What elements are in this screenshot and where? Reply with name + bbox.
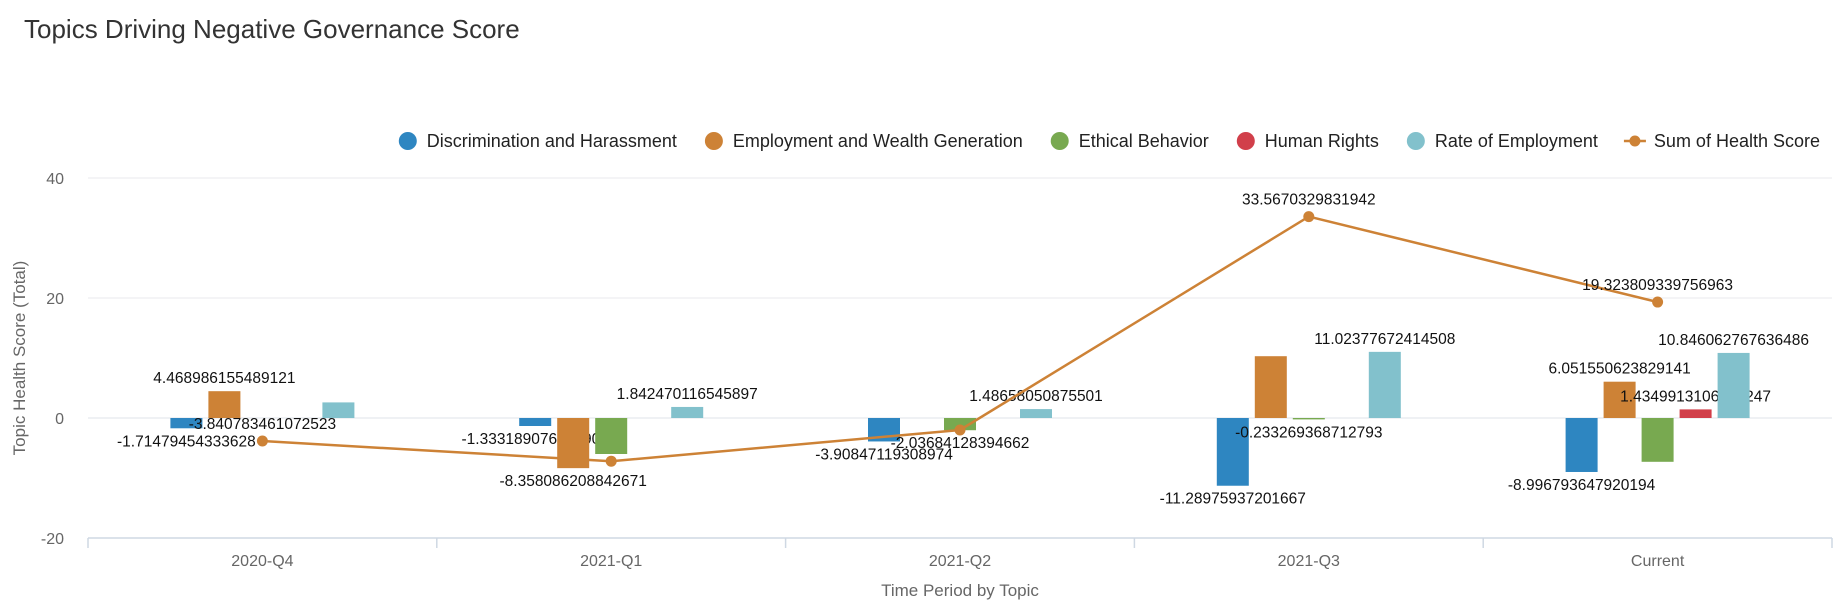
legend-item[interactable]: Discrimination and Harassment	[398, 131, 677, 151]
bar	[1565, 418, 1598, 472]
x-tick-label: 2021-Q3	[1278, 553, 1340, 570]
legend-marker-icon	[704, 132, 723, 150]
bar	[1717, 352, 1750, 418]
legend-label: Sum of Health Score	[1654, 131, 1820, 151]
x-tick-label: 2021-Q2	[929, 553, 991, 570]
legend-marker-icon	[1629, 135, 1641, 147]
data-label: 11.02377672414508	[1314, 331, 1455, 348]
bar	[1641, 418, 1674, 462]
line-point	[256, 435, 268, 447]
legend-label: Discrimination and Harassment	[427, 131, 677, 151]
legend-label: Human Rights	[1265, 131, 1379, 151]
data-label: -2.03684128394662	[891, 435, 1030, 452]
bar	[1216, 418, 1249, 486]
bar	[1020, 409, 1052, 418]
data-label: -3.90847119308974	[815, 446, 953, 463]
y-tick-label: 0	[55, 411, 64, 428]
data-label: -3.840783461072523	[189, 416, 336, 433]
data-label: -0.233269368712793	[1235, 424, 1382, 441]
bar	[170, 418, 203, 429]
x-tick-label: 2020-Q4	[231, 553, 293, 570]
bar	[1603, 381, 1636, 418]
x-tick-label: Current	[1631, 553, 1685, 570]
bar	[671, 406, 704, 418]
legend-label: Employment and Wealth Generation	[733, 131, 1023, 151]
bar	[1292, 418, 1325, 420]
bar	[208, 391, 241, 418]
bar	[1368, 351, 1401, 418]
bar	[322, 402, 355, 418]
data-label: -11.28975937201667	[1160, 491, 1306, 508]
data-label: -8.996793647920194	[1508, 477, 1656, 494]
line-point	[954, 424, 966, 436]
bar	[1679, 409, 1712, 418]
data-label: 19.323809339756963	[1582, 277, 1733, 294]
bar	[519, 418, 552, 426]
data-label: -1.71479454333628	[117, 433, 256, 450]
y-axis-label: Topic Health Score (Total)	[10, 261, 29, 456]
data-label: 1.842470116545897	[617, 386, 758, 403]
bar	[1254, 356, 1287, 418]
data-label: 4.468986155489121	[153, 370, 295, 387]
legend-item[interactable]: Employment and Wealth Generation	[704, 131, 1023, 151]
data-label: 1.48658050875501	[969, 388, 1103, 405]
data-label: 10.846062767636486	[1658, 332, 1809, 349]
bar	[595, 418, 628, 454]
legend-marker-icon	[1236, 132, 1255, 150]
data-label: 6.051550623829141	[1548, 361, 1690, 378]
data-label: 33.5670329831942	[1242, 192, 1376, 209]
legend-item[interactable]: Sum of Health Score	[1623, 131, 1820, 151]
x-axis-label: Time Period by Topic	[881, 581, 1039, 600]
y-tick-label: -20	[41, 531, 64, 548]
legend-item[interactable]: Human Rights	[1236, 131, 1379, 151]
legend-marker-icon	[1406, 132, 1425, 150]
legend-item[interactable]: Ethical Behavior	[1050, 131, 1209, 151]
x-tick-label: 2021-Q1	[580, 553, 642, 570]
line-point	[1652, 296, 1664, 308]
y-tick-label: 20	[46, 291, 64, 308]
legend-label: Rate of Employment	[1435, 131, 1598, 151]
y-tick-label: 40	[46, 171, 64, 188]
legend-item[interactable]: Rate of Employment	[1406, 131, 1598, 151]
bar	[944, 418, 976, 431]
legend-marker-icon	[1050, 132, 1069, 150]
legend-marker-icon	[398, 132, 417, 150]
data-label: -8.358086208842671	[499, 473, 646, 490]
line-point	[605, 455, 617, 467]
chart-title: Topics Driving Negative Governance Score	[24, 14, 520, 44]
legend-label: Ethical Behavior	[1079, 131, 1209, 151]
line-point	[1303, 211, 1315, 223]
